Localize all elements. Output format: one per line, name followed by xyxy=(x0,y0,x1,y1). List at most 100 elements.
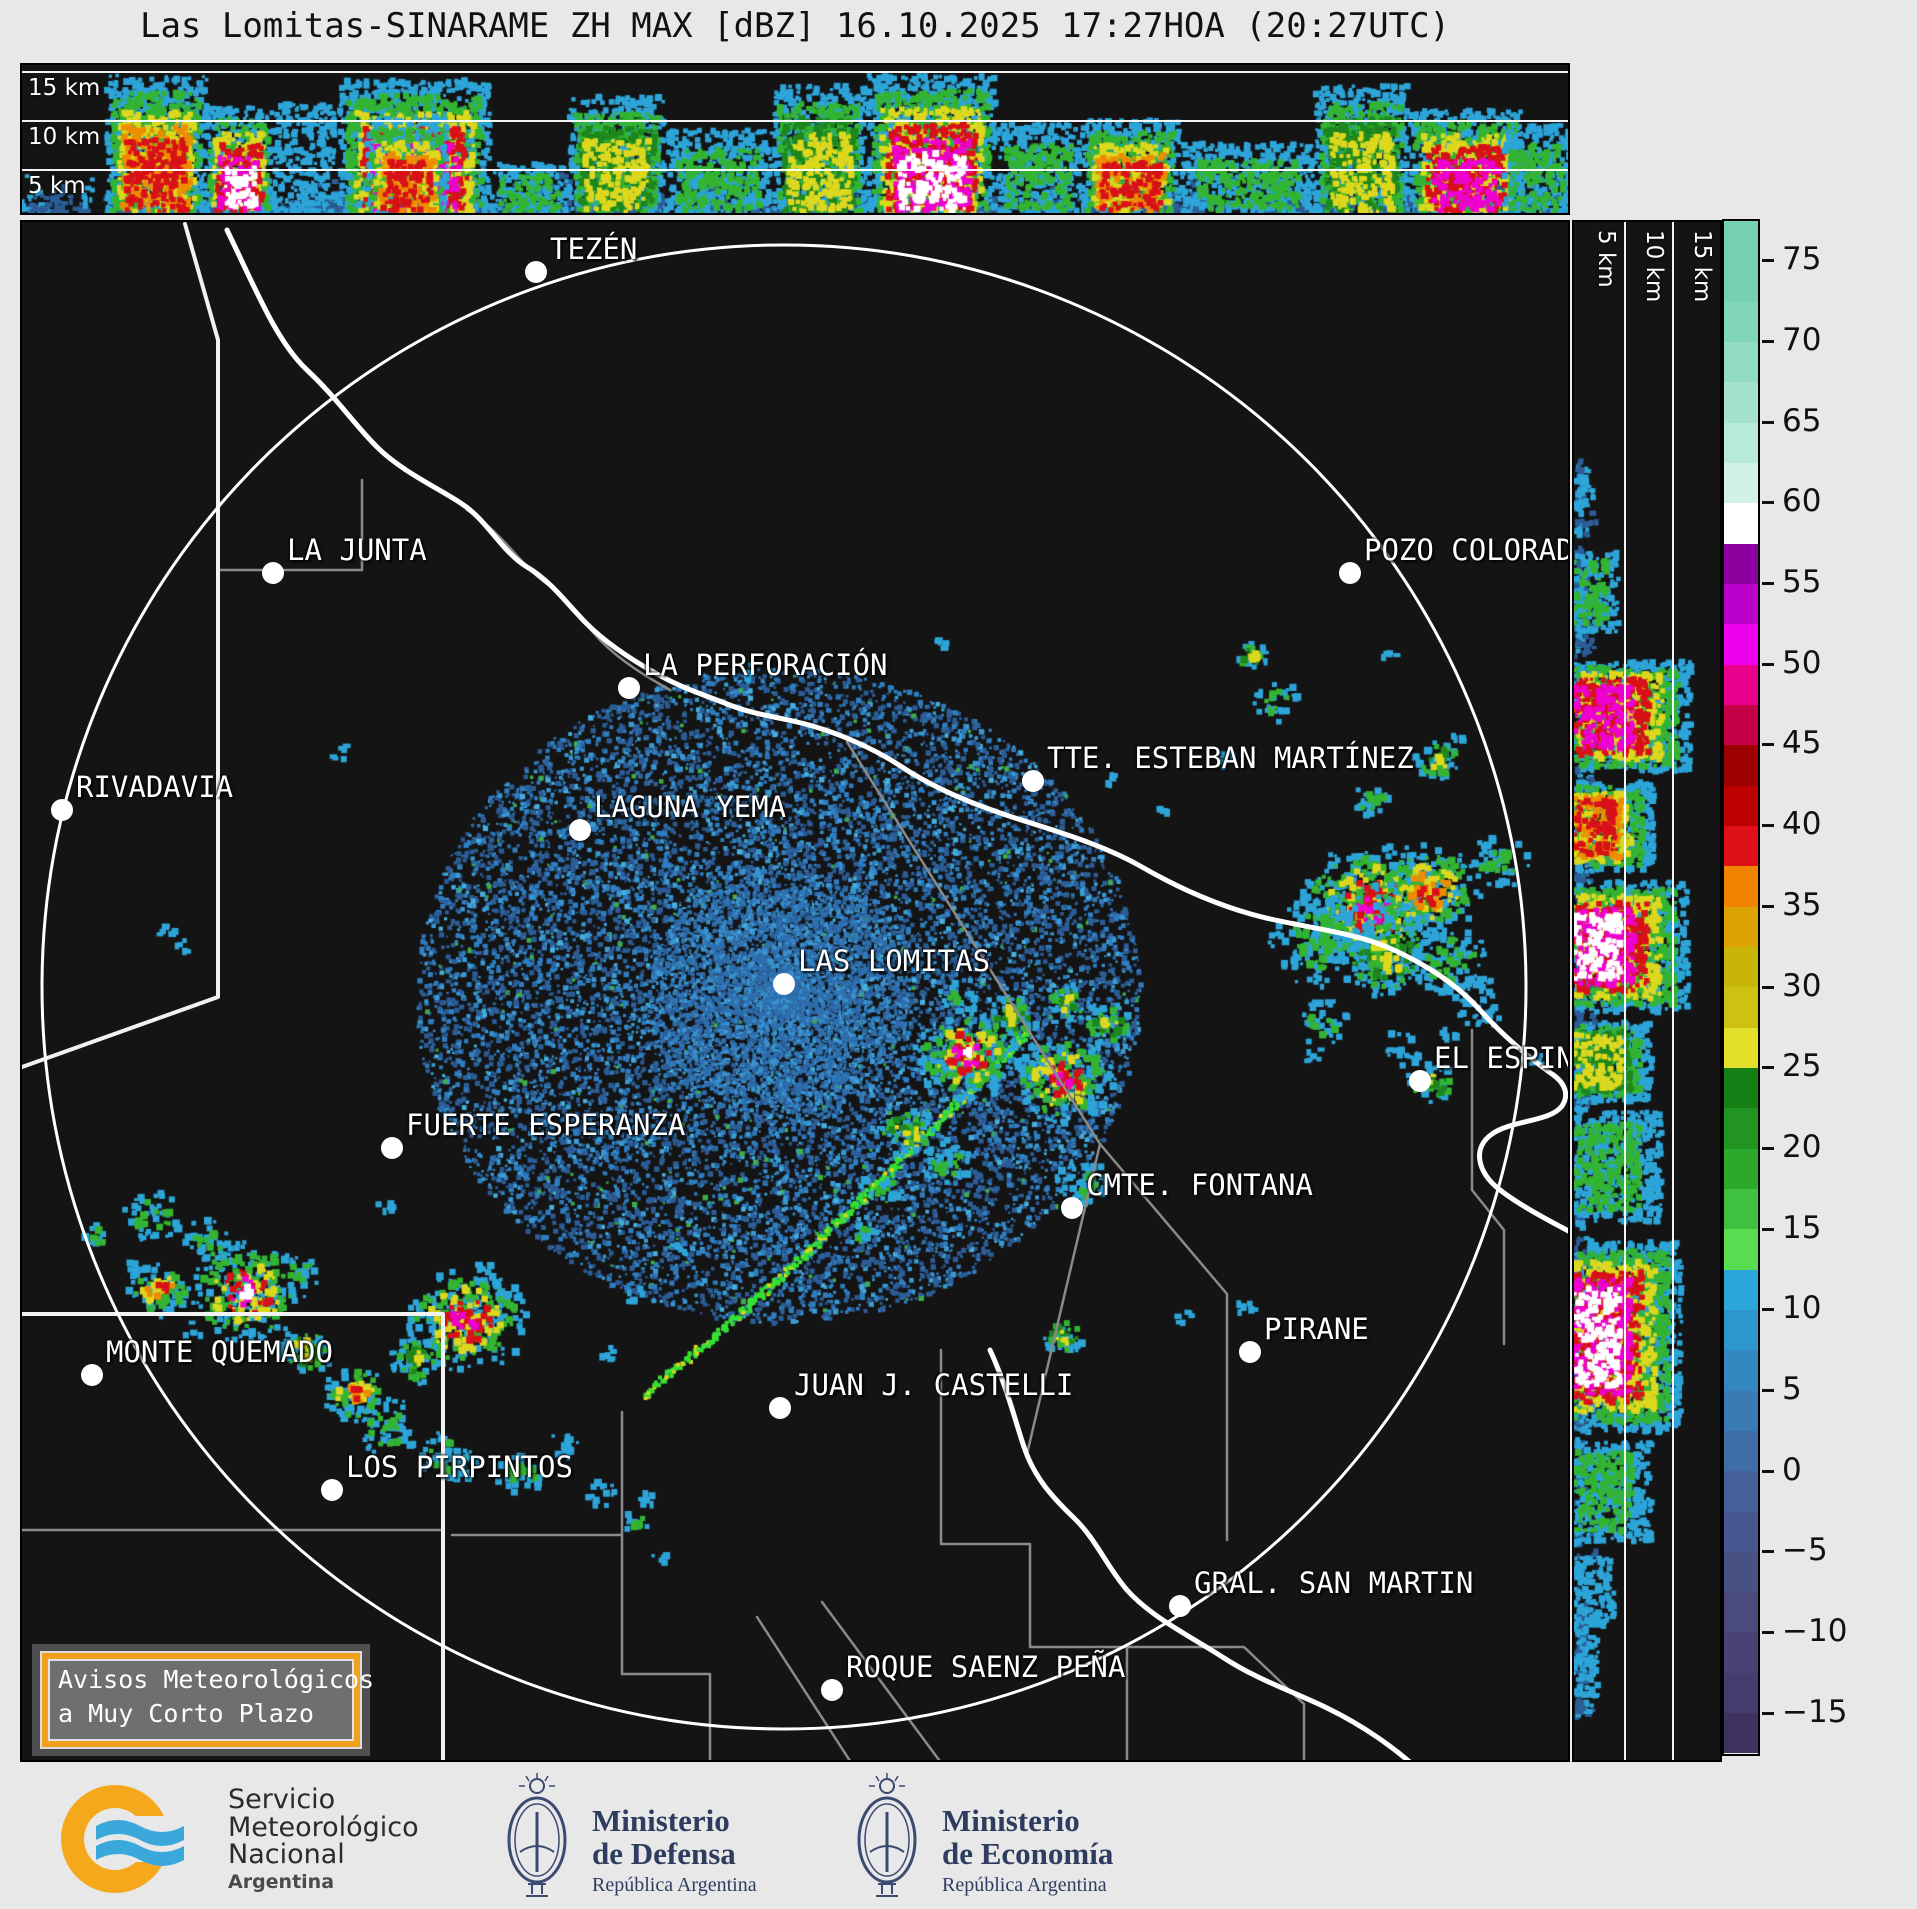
altitude-gridline xyxy=(22,120,1568,122)
city-dot xyxy=(1409,1070,1431,1092)
colorbar-tick-label: −15 xyxy=(1782,1693,1848,1730)
city-label: TEZÉN xyxy=(550,232,638,266)
city-label: LAGUNA YEMA xyxy=(594,790,787,824)
colorbar-tick-mark xyxy=(1762,824,1774,828)
colorbar-tick-mark xyxy=(1762,985,1774,989)
altitude-gridline xyxy=(1672,222,1674,1760)
altitude-label: 15 km xyxy=(1689,230,1715,303)
colorbar-tick-label: 10 xyxy=(1782,1290,1822,1327)
altitude-gridline xyxy=(1624,222,1626,1760)
colorbar-tick: 20 xyxy=(1762,1131,1821,1162)
colorbar-tick-mark xyxy=(1762,1469,1774,1473)
warning-line-1: Avisos Meteorológicos xyxy=(58,1665,375,1694)
colorbar-tick: 50 xyxy=(1762,647,1821,678)
top-cross-section-panel: 15 km 10 km 5 km xyxy=(20,63,1570,215)
colorbar-tick-mark xyxy=(1762,743,1774,747)
colorbar-tick-mark xyxy=(1762,420,1774,424)
colorbar-segment xyxy=(1724,1148,1758,1189)
city-dot xyxy=(81,1364,103,1386)
colorbar-tick-mark xyxy=(1762,1711,1774,1715)
colorbar-tick-label: 65 xyxy=(1782,402,1822,439)
economia-coat-of-arms-icon xyxy=(857,1773,917,1897)
colorbar-segment xyxy=(1724,1188,1758,1230)
colorbar-tick-label: 70 xyxy=(1782,322,1822,359)
economia-sub: República Argentina xyxy=(942,1873,1107,1896)
colorbar-tick: 40 xyxy=(1762,809,1821,840)
city-dot xyxy=(262,562,284,584)
colorbar-segment xyxy=(1724,261,1758,302)
city-dot xyxy=(525,261,547,283)
city-label: RIVADAVIA xyxy=(76,770,234,804)
colorbar-tick-mark xyxy=(1762,1146,1774,1150)
altitude-label: 5 km xyxy=(1593,230,1619,288)
colorbar-tick: −15 xyxy=(1762,1696,1847,1727)
colorbar-tick-mark xyxy=(1762,662,1774,666)
altitude-label: 15 km xyxy=(28,75,101,101)
colorbar-segment xyxy=(1724,987,1758,1028)
colorbar-tick: 5 xyxy=(1762,1373,1802,1404)
city-label: GRAL. SAN MARTIN xyxy=(1194,1566,1474,1600)
colorbar-segment xyxy=(1724,1269,1758,1310)
defensa-coat-of-arms-icon xyxy=(507,1773,567,1897)
city-label: LA PERFORACIÓN xyxy=(643,648,888,682)
colorbar-segment xyxy=(1724,946,1758,988)
colorbar-tick-label: 25 xyxy=(1782,1048,1822,1085)
colorbar-tick-mark xyxy=(1762,1550,1774,1554)
colorbar-segment xyxy=(1724,1067,1758,1109)
colorbar-tick: 55 xyxy=(1762,567,1821,598)
colorbar-tick-mark xyxy=(1762,501,1774,505)
city-dot xyxy=(321,1479,343,1501)
colorbar-tick-mark xyxy=(1762,1630,1774,1634)
colorbar-segment xyxy=(1724,1592,1758,1633)
colorbar-tick: 75 xyxy=(1762,244,1821,275)
colorbar-tick: 0 xyxy=(1762,1454,1802,1485)
colorbar-tick: 10 xyxy=(1762,1293,1821,1324)
colorbar-segment xyxy=(1724,1713,1758,1754)
defensa-line1: Ministerio xyxy=(592,1803,730,1838)
colorbar-tick-label: 30 xyxy=(1782,967,1822,1004)
weather-warning-box: Avisos Meteorológicos a Muy Corto Plazo xyxy=(32,1644,375,1756)
colorbar-tick: −5 xyxy=(1762,1535,1828,1566)
colorbar-tick-label: 15 xyxy=(1782,1209,1822,1246)
city-label: MONTE QUEMADO xyxy=(106,1335,333,1369)
colorbar-segment xyxy=(1724,1672,1758,1714)
smn-line3: Nacional xyxy=(228,1839,345,1871)
colorbar-segment xyxy=(1724,866,1758,907)
smn-logo-text: Servicio Meteorológico Nacional Argentin… xyxy=(228,1786,419,1892)
city-label: LA JUNTA xyxy=(287,533,427,567)
city-label: LAS LOMITAS xyxy=(798,944,991,978)
colorbar-segment xyxy=(1724,382,1758,423)
colorbar-segment xyxy=(1724,785,1758,826)
altitude-label: 5 km xyxy=(28,173,86,199)
city-label: EL ESPINILLO xyxy=(1434,1041,1568,1075)
colorbar-tick-mark xyxy=(1762,1227,1774,1231)
colorbar-tick-label: 40 xyxy=(1782,806,1822,843)
city-label: CMTE. FONTANA xyxy=(1086,1168,1313,1202)
colorbar-tick-label: 50 xyxy=(1782,644,1822,681)
colorbar-segment xyxy=(1724,462,1758,504)
city-dot xyxy=(1169,1595,1191,1617)
city-dot xyxy=(769,1397,791,1419)
colorbar-segment xyxy=(1724,543,1758,584)
economia-line2: de Economía xyxy=(942,1836,1114,1872)
smn-line1: Servicio xyxy=(228,1784,336,1815)
colorbar-tick: 25 xyxy=(1762,1051,1821,1082)
colorbar-segment xyxy=(1724,1027,1758,1068)
colorbar-tick-mark xyxy=(1762,582,1774,586)
colorbar-tick-label: 60 xyxy=(1782,483,1822,520)
defensa-logo-text: Ministerio de Defensa República Argentin… xyxy=(592,1804,757,1897)
top-cross-section-canvas xyxy=(22,65,1568,213)
colorbar-tick: 45 xyxy=(1762,728,1821,759)
city-dot xyxy=(1239,1341,1261,1363)
city-dot xyxy=(569,819,591,841)
colorbar-tick: −10 xyxy=(1762,1615,1847,1646)
economia-logo-text: Ministerio de Economía República Argenti… xyxy=(942,1804,1113,1897)
colorbar-tick: 60 xyxy=(1762,486,1821,517)
altitude-label: 10 km xyxy=(1641,230,1667,303)
city-dot xyxy=(821,1679,843,1701)
city-dot xyxy=(1339,562,1361,584)
colorbar-tick-label: −5 xyxy=(1782,1532,1828,1569)
city-label: FUERTE ESPERANZA xyxy=(406,1108,686,1142)
colorbar-tick-mark xyxy=(1762,904,1774,908)
warning-line-2: a Muy Corto Plazo xyxy=(58,1698,314,1728)
